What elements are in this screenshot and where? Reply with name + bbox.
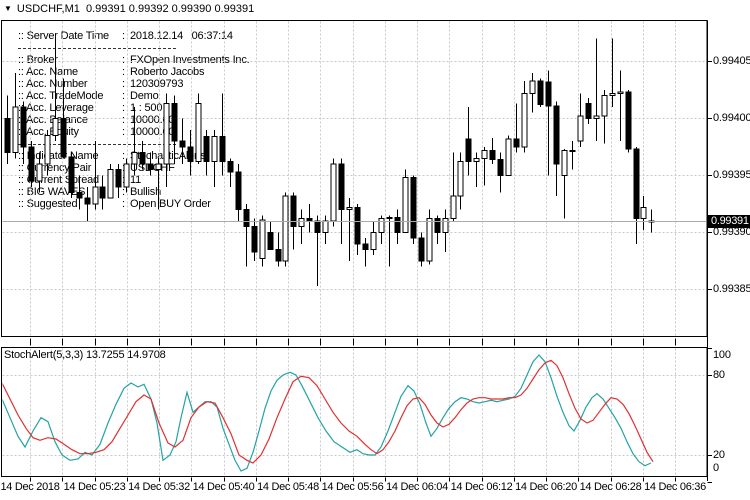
- info-row-colon: :: [122, 90, 125, 102]
- info-row-value: 10000.00: [130, 126, 175, 138]
- info-panel: :: Server Date Time:2018.12.14 06:37:14:…: [18, 30, 268, 210]
- price-axis-label: 0.99385: [713, 283, 750, 296]
- info-row: :: Suggested: Open BUY Order: [18, 198, 268, 210]
- info-row-value: Bullish: [130, 186, 162, 198]
- info-row-label: :: Current Spread: [18, 174, 99, 186]
- time-axis-label: 14 Dec 06:12: [450, 481, 513, 493]
- time-axis-label: 14 Dec 06:20: [515, 481, 577, 493]
- info-row-value: FXOpen Investments Inc.: [130, 54, 250, 66]
- info-row-label: :: Acc. TradeMode: [18, 90, 104, 102]
- info-row: :: Acc. Leverage:1 : 500: [18, 102, 268, 114]
- stochastic-signal-line: [2, 359, 654, 464]
- time-axis-label: 14 Dec 05:56: [321, 481, 384, 493]
- info-row-value: Roberto Jacobs: [130, 66, 205, 78]
- info-row-value: 120309793: [130, 78, 184, 90]
- info-row-label: :: Acc. Equity: [18, 126, 79, 138]
- stoch-axis-label: 100: [713, 349, 731, 361]
- stoch-axis-label: 20: [713, 449, 725, 461]
- info-row: :: Current Spread:11: [18, 174, 268, 186]
- info-row: :: Server Date Time:2018.12.14 06:37:14: [18, 30, 268, 42]
- info-row-label: :: Suggested: [18, 198, 78, 210]
- price-axis-label: 0.99390: [713, 226, 750, 239]
- stoch-axis-label: 80: [713, 369, 725, 381]
- info-row-label: :: Acc. Balance: [18, 114, 88, 126]
- info-row-label: :: BIG WAVES: [18, 186, 86, 198]
- time-axis-label: 14 Dec 05:48: [257, 481, 319, 493]
- collapse-chart-icon[interactable]: ▼: [4, 4, 12, 13]
- time-axis-label: 14 Dec 05:40: [192, 481, 255, 493]
- info-row-colon: :: [122, 54, 125, 66]
- time-axis-label: 14 Dec 05:32: [128, 481, 190, 493]
- info-row-label: :: Broker: [18, 54, 58, 66]
- info-row-value: 10000.00: [130, 114, 175, 126]
- info-row-colon: :: [122, 198, 125, 210]
- info-row-value: 11: [130, 174, 142, 186]
- info-row: :: Acc. TradeMode: Demo: [18, 90, 268, 102]
- info-row: :: Broker: FXOpen Investments Inc.: [18, 54, 268, 66]
- info-row-label: :: Acc. Leverage: [18, 102, 94, 114]
- info-row-colon: :: [122, 126, 125, 138]
- info-row-colon: :: [122, 162, 125, 174]
- time-axis-label: 14 Dec 05:23: [63, 481, 126, 493]
- info-row-label: :: Acc. Name: [18, 66, 78, 78]
- info-row-value: Demo: [130, 90, 159, 102]
- info-row: :: Acc. Equity:10000.00: [18, 126, 268, 138]
- info-row-label: :: Indicator Name: [18, 150, 99, 162]
- info-row-value: 1 : 500: [130, 102, 163, 114]
- info-row-colon: :: [122, 174, 125, 186]
- info-row-value: USDCHF: [130, 162, 175, 174]
- info-row-label: :: Acc. Number: [18, 78, 88, 90]
- info-row-value: Open BUY Order: [130, 198, 211, 210]
- info-row: :: Acc. Number:120309793: [18, 78, 268, 90]
- info-row-colon: :: [122, 102, 125, 114]
- info-row: :: Indicator Name: StochasticAlerts: [18, 150, 268, 162]
- chart-title-ohlc: USDCHF,M1 0.99391 0.99392 0.99390 0.9939…: [16, 3, 255, 15]
- time-axis-label: 14 Dec 2018: [0, 481, 60, 493]
- info-row-colon: :: [122, 150, 125, 162]
- info-separator: [18, 42, 268, 54]
- info-row-colon: :: [122, 114, 125, 126]
- info-row: :: BIG WAVES: Bullish: [18, 186, 268, 198]
- info-row: :: Currency Pair: USDCHF: [18, 162, 268, 174]
- info-row: :: Acc. Name: Roberto Jacobs: [18, 66, 268, 78]
- price-axis-label: 0.99405: [713, 55, 750, 68]
- stoch-axis-label: 0: [713, 462, 719, 474]
- time-axis-label: 14 Dec 06:28: [579, 481, 642, 493]
- info-separator: [18, 138, 268, 150]
- info-row-colon: :: [122, 78, 125, 90]
- time-axis-label: 14 Dec 06:04: [386, 481, 448, 493]
- current-bid-tag: 0.99391: [708, 214, 750, 228]
- info-row-label: :: Currency Pair: [18, 162, 92, 174]
- indicator-label: StochAlert(5,3,3) 13.7255 14.9708: [4, 349, 166, 361]
- info-row-label: :: Server Date Time: [18, 30, 109, 42]
- info-row-colon: :: [122, 186, 125, 198]
- info-row: :: Acc. Balance:10000.00: [18, 114, 268, 126]
- info-row-colon: :: [122, 30, 125, 42]
- chart-title-bar: ▼ USDCHF,M1 0.99391 0.99392 0.99390 0.99…: [4, 3, 254, 15]
- info-row-value: StochasticAlerts: [130, 150, 206, 162]
- price-axis-label: 0.99400: [713, 112, 750, 125]
- stochastic-main-line: [2, 354, 652, 472]
- price-axis-label: 0.99395: [713, 169, 750, 182]
- time-axis-label: 14 Dec 06:36: [644, 481, 706, 493]
- info-row-colon: :: [122, 66, 125, 78]
- info-row-value: 2018.12.14 06:37:14: [130, 30, 233, 42]
